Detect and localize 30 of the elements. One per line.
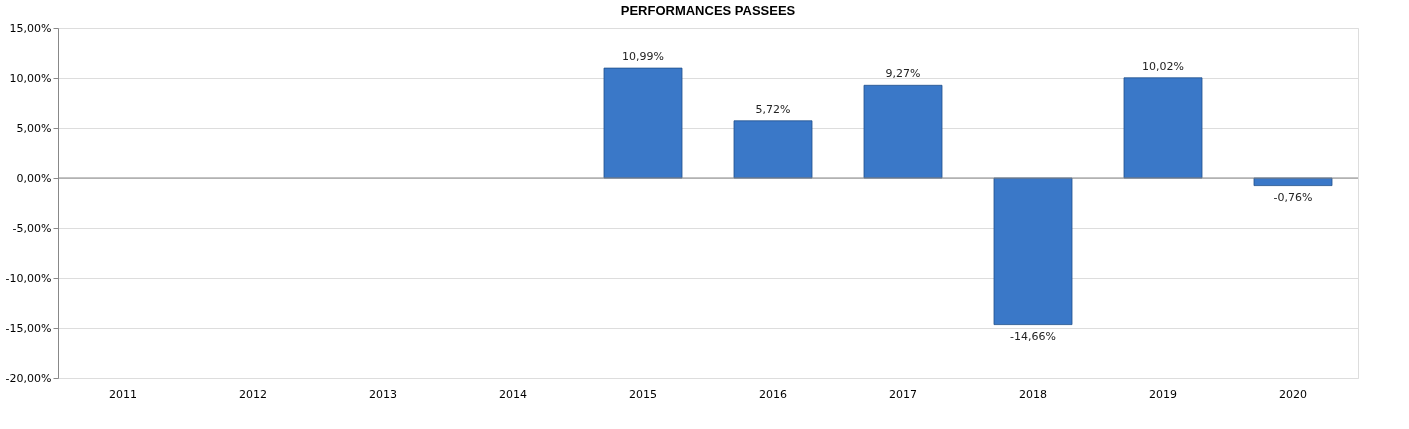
y-tick-label: -10,00% bbox=[5, 271, 52, 285]
x-tick-label: 2018 bbox=[1019, 387, 1047, 401]
x-tick-label: 2015 bbox=[629, 387, 657, 401]
y-tick-label: 5,00% bbox=[16, 121, 52, 135]
y-tick-label: 10,00% bbox=[9, 71, 52, 85]
data-label: 10,99% bbox=[622, 50, 664, 64]
y-tick-label: 0,00% bbox=[16, 171, 52, 185]
data-label: 5,72% bbox=[755, 102, 791, 116]
x-tick-label: 2016 bbox=[759, 387, 787, 401]
x-tick-label: 2020 bbox=[1279, 387, 1307, 401]
data-label: -14,66% bbox=[1010, 329, 1056, 343]
bar bbox=[1123, 77, 1203, 179]
x-tick-label: 2019 bbox=[1149, 387, 1177, 401]
x-tick-label: 2014 bbox=[499, 387, 527, 401]
y-tick-label: -20,00% bbox=[5, 371, 52, 385]
y-tick-label: -5,00% bbox=[12, 221, 52, 235]
data-label: 10,02% bbox=[1142, 59, 1184, 73]
x-tick-label: 2011 bbox=[109, 387, 137, 401]
data-label: -0,76% bbox=[1273, 190, 1313, 204]
x-tick-label: 2013 bbox=[369, 387, 397, 401]
x-tick-label: 2017 bbox=[889, 387, 917, 401]
bar bbox=[993, 177, 1073, 325]
bar bbox=[863, 84, 943, 179]
data-label: 9,27% bbox=[885, 67, 921, 81]
x-tick-label: 2012 bbox=[239, 387, 267, 401]
y-tick-label: -15,00% bbox=[5, 321, 52, 335]
bar bbox=[603, 67, 683, 179]
y-tick-label: 15,00% bbox=[9, 21, 52, 35]
chart-title: PERFORMANCES PASSEES bbox=[620, 3, 796, 18]
bar bbox=[733, 120, 813, 179]
